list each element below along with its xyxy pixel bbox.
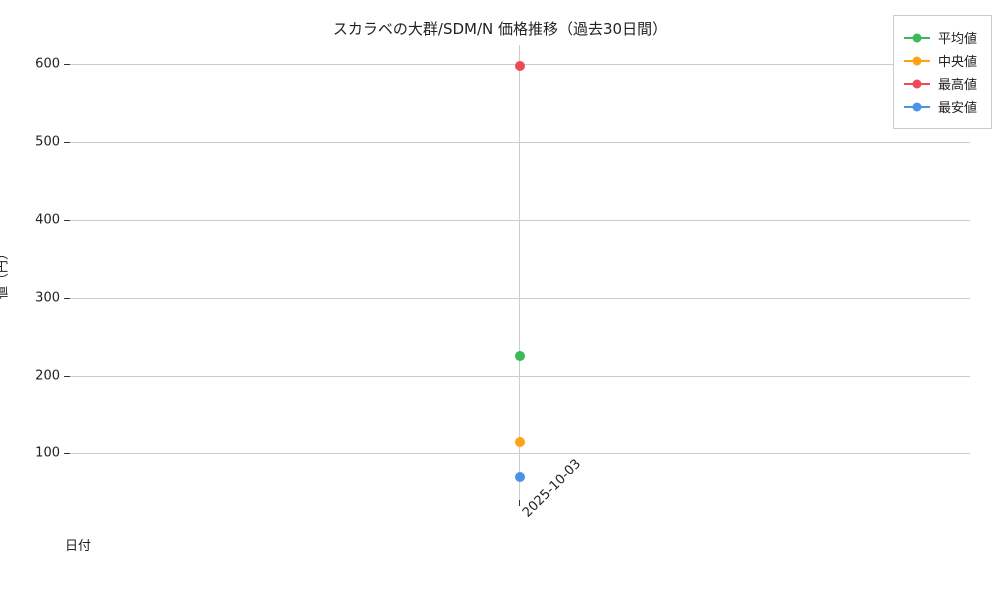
x-tick-label-0[interactable]: 2025-10-03 [520, 457, 584, 521]
y-tick-mark [64, 376, 70, 377]
legend-swatch-平均値 [904, 37, 930, 39]
legend-label-中央値: 中央値 [938, 51, 977, 70]
x-tick-mark-0 [519, 500, 520, 506]
y-tick-mark [64, 298, 70, 299]
legend-swatch-中央値 [904, 60, 930, 62]
chart-title: スカラベの大群/SDM/N 価格推移（過去30日間） [0, 18, 1000, 39]
y-gridline [70, 220, 970, 221]
y-gridline [70, 142, 970, 143]
y-gridline [70, 453, 970, 454]
legend-item-平均値[interactable]: 平均値 [904, 28, 977, 47]
y-gridline [70, 298, 970, 299]
y-tick-label-100: 100 [15, 446, 60, 461]
x-axis-label: 日付 [65, 535, 970, 554]
x-axis-line [70, 500, 970, 501]
y-tick-mark [64, 142, 70, 143]
legend-label-最安値: 最安値 [938, 97, 977, 116]
data-point-最安値[interactable] [515, 472, 525, 482]
legend-swatch-最高値 [904, 83, 930, 85]
legend-swatch-最安値 [904, 106, 930, 108]
y-tick-mark [64, 220, 70, 221]
legend-label-平均値: 平均値 [938, 28, 977, 47]
y-tick-label-300: 300 [15, 290, 60, 305]
chart-container: スカラベの大群/SDM/N 価格推移（過去30日間） 値（円） 日付 100 20… [0, 0, 1000, 600]
data-point-最高値[interactable] [515, 61, 525, 71]
legend-item-最高値[interactable]: 最高値 [904, 74, 977, 93]
x-gridline-0 [519, 45, 520, 500]
y-tick-label-600: 600 [15, 57, 60, 72]
legend-item-中央値[interactable]: 中央値 [904, 51, 977, 70]
plot-area: 値（円） 日付 100 200 300 400 500 600 2025-10-03 [70, 45, 970, 500]
y-tick-label-200: 200 [15, 368, 60, 383]
legend-label-最高値: 最高値 [938, 74, 977, 93]
y-gridline [70, 376, 970, 377]
legend-box: 平均値中央値最高値最安値 [893, 15, 992, 129]
legend-item-最安値[interactable]: 最安値 [904, 97, 977, 116]
y-tick-label-500: 500 [15, 135, 60, 150]
legend-holder: 平均値中央値最高値最安値 [904, 28, 977, 116]
y-tick-mark [64, 453, 70, 454]
data-point-中央値[interactable] [515, 437, 525, 447]
y-tick-label-400: 400 [15, 213, 60, 228]
y-axis-label: 値（円） [0, 246, 11, 298]
y-axis-line [70, 45, 71, 500]
y-tick-mark [64, 64, 70, 65]
data-point-平均値[interactable] [515, 351, 525, 361]
